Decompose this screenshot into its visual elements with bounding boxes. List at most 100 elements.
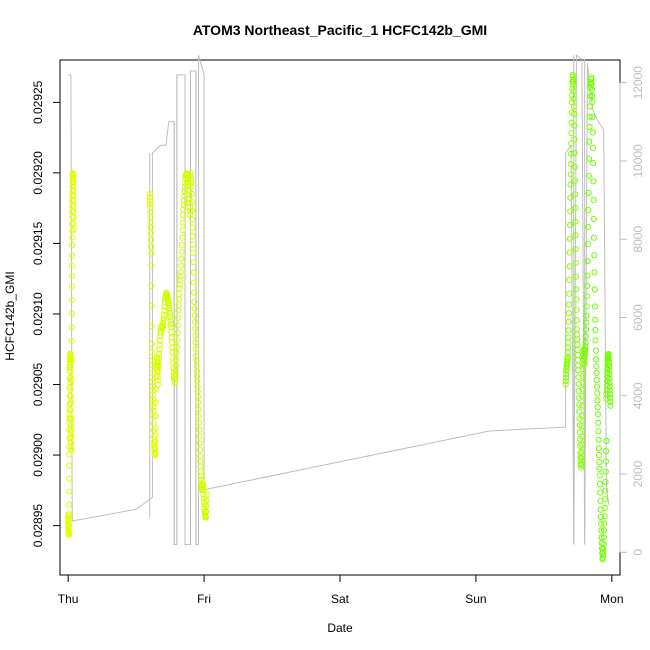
data-point xyxy=(67,407,74,414)
data-point xyxy=(567,171,574,178)
data-point xyxy=(581,353,588,360)
data-point xyxy=(578,448,585,455)
data-point xyxy=(155,359,162,366)
data-point xyxy=(564,344,572,351)
data-point xyxy=(570,110,578,118)
data-point xyxy=(167,313,174,321)
data-point xyxy=(66,475,73,482)
data-point xyxy=(178,241,186,249)
data-point xyxy=(148,349,156,356)
data-point xyxy=(195,419,203,426)
data-point xyxy=(607,398,614,405)
data-point xyxy=(606,383,613,390)
data-point xyxy=(571,163,578,170)
data-point xyxy=(66,488,73,495)
data-point xyxy=(581,356,588,363)
data-point xyxy=(68,440,75,447)
data-point xyxy=(605,351,612,358)
data-point xyxy=(198,473,205,480)
data-point xyxy=(586,123,593,131)
data-point xyxy=(597,513,605,521)
data-point xyxy=(149,383,156,390)
data-point xyxy=(575,387,582,395)
data-point xyxy=(70,213,77,221)
data-point xyxy=(562,381,569,388)
data-point xyxy=(567,208,574,215)
data-point xyxy=(190,269,197,276)
data-point xyxy=(189,241,197,248)
secondary-y-tick-label: 6000 xyxy=(631,304,645,331)
data-point xyxy=(160,315,167,322)
data-point xyxy=(580,372,587,379)
data-point xyxy=(68,283,76,290)
data-point xyxy=(155,355,162,362)
data-point xyxy=(571,122,578,129)
data-point xyxy=(68,417,75,424)
data-point xyxy=(601,504,608,511)
data-point xyxy=(198,476,205,483)
data-point xyxy=(596,480,604,488)
data-point xyxy=(605,354,612,361)
data-point xyxy=(188,190,195,197)
data-point xyxy=(572,218,579,225)
data-point xyxy=(188,183,195,190)
data-point xyxy=(68,272,76,279)
data-point xyxy=(68,296,75,304)
data-point xyxy=(588,74,595,81)
data-point xyxy=(70,207,77,214)
data-point xyxy=(600,549,607,556)
x-tick-label: Thu xyxy=(58,592,79,606)
data-point xyxy=(65,532,72,539)
data-point xyxy=(602,458,610,465)
data-point xyxy=(186,199,193,206)
data-point xyxy=(154,381,161,388)
data-point xyxy=(68,426,75,433)
data-point xyxy=(66,384,73,391)
data-point xyxy=(179,234,186,241)
data-point xyxy=(578,462,585,469)
data-point xyxy=(148,323,155,330)
x-tick-label: Mon xyxy=(600,592,623,606)
data-point xyxy=(588,80,595,87)
data-point xyxy=(191,298,198,305)
data-point xyxy=(591,252,598,259)
data-point xyxy=(175,314,182,321)
data-point xyxy=(195,406,202,413)
data-point xyxy=(189,233,196,240)
data-point xyxy=(181,188,188,195)
data-point xyxy=(69,234,76,241)
data-point xyxy=(569,92,576,99)
data-point xyxy=(147,201,154,208)
data-point xyxy=(149,387,156,394)
data-point xyxy=(605,357,612,364)
data-point xyxy=(601,496,609,503)
data-point xyxy=(566,276,573,284)
data-point xyxy=(191,305,198,312)
data-point xyxy=(572,246,579,253)
data-point xyxy=(155,350,163,357)
data-point xyxy=(603,437,610,445)
data-point xyxy=(574,351,581,359)
data-point xyxy=(152,438,159,445)
data-point xyxy=(570,88,577,95)
data-point xyxy=(583,312,590,319)
data-point xyxy=(579,386,586,393)
data-point xyxy=(585,206,592,214)
data-point xyxy=(66,462,73,469)
secondary-y-axis: 0 2000 4000 6000 8000 10000 12000 xyxy=(619,66,645,556)
data-point xyxy=(603,448,610,455)
data-point xyxy=(601,513,608,520)
data-point xyxy=(176,281,183,288)
data-point xyxy=(602,468,609,475)
data-point xyxy=(567,194,574,201)
data-point xyxy=(176,285,183,292)
data-point xyxy=(606,375,613,382)
data-point xyxy=(168,334,175,341)
data-point xyxy=(181,184,188,191)
data-point xyxy=(606,379,613,386)
data-point xyxy=(172,371,179,378)
data-point xyxy=(607,402,614,409)
data-point xyxy=(574,336,581,343)
data-point xyxy=(187,169,194,176)
data-point xyxy=(68,338,75,345)
